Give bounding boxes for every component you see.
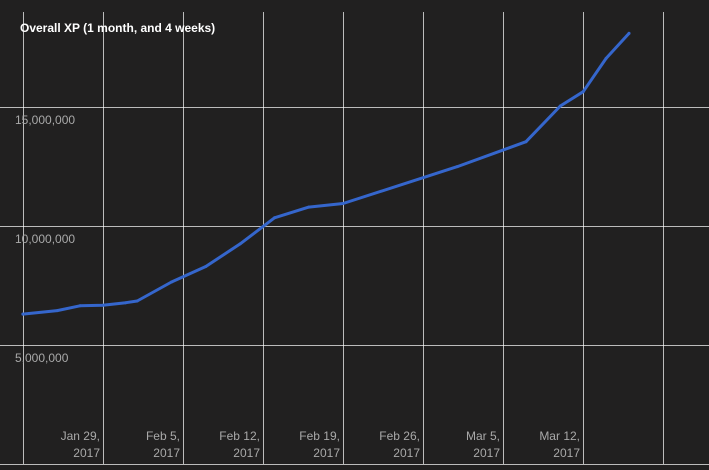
data-point[interactable] [273,216,276,220]
data-point[interactable] [78,304,82,308]
x-tick-label: Feb 19, [299,429,340,443]
data-point[interactable] [524,140,528,144]
x-tick-label-year: 2017 [393,446,420,460]
data-point[interactable] [21,312,25,316]
y-tick-label: 5,000,000 [15,351,69,365]
x-tick-label: Feb 5, [146,429,180,443]
data-point[interactable] [455,165,459,169]
x-axis-ticks: Jan 29, 2017 Feb 5, 2017 Feb 12, 2017 Feb 19, 2… [61,429,581,460]
data-point[interactable] [627,31,631,35]
x-tick-label: Feb 12, [219,429,260,443]
series-group [21,31,631,316]
x-tick-label-year: 2017 [553,446,580,460]
gridlines [0,12,709,465]
data-point[interactable] [55,309,59,313]
series-line [21,31,631,316]
y-axis-ticks: 5,000,000 10,000,000 15,000,000 [15,113,75,365]
x-tick-label: Mar 12, [539,429,580,443]
y-tick-label: 15,000,000 [15,113,75,127]
data-point[interactable] [604,56,608,60]
data-point[interactable] [307,205,311,209]
x-tick-label-year: 2017 [73,446,100,460]
y-tick-label: 10,000,000 [15,232,75,246]
x-tick-label: Jan 29, [61,429,100,443]
x-tick-label: Mar 5, [466,429,500,443]
data-point[interactable] [101,303,105,307]
data-point[interactable] [170,280,173,284]
data-point[interactable] [341,202,345,205]
data-point[interactable] [135,299,139,303]
x-tick-label-year: 2017 [233,446,260,460]
x-tick-label: Feb 26, [379,429,420,443]
x-tick-label-year: 2017 [313,446,340,460]
data-point[interactable] [558,104,562,108]
x-tick-label-year: 2017 [473,446,500,460]
data-point[interactable] [204,265,208,268]
data-point[interactable] [581,90,585,94]
data-point[interactable] [124,301,128,305]
x-tick-label-year: 2017 [153,446,180,460]
data-point[interactable] [238,242,242,246]
chart-title: Overall XP (1 month, and 4 weeks) [20,21,215,35]
